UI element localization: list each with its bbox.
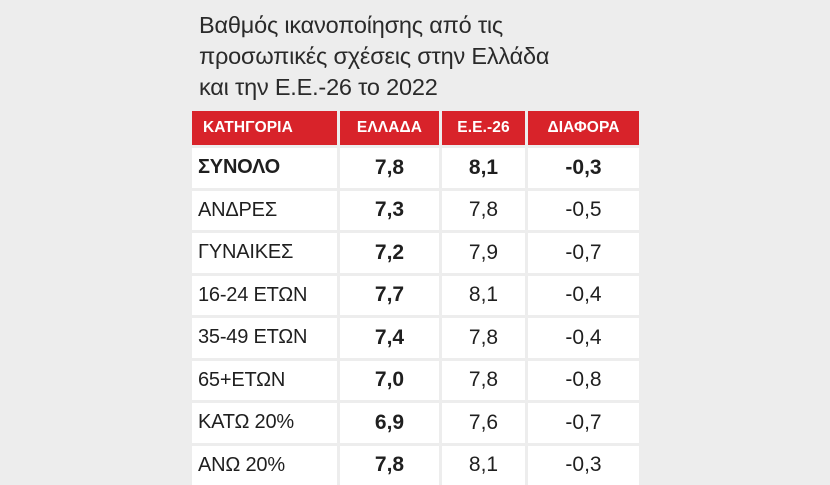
row-eu26-value: 7,9 — [442, 230, 528, 273]
header-difference: ΔΙΑΦΟΡΑ — [528, 111, 639, 145]
row-category: ΣΥΝΟΛΟ — [192, 145, 340, 188]
row-difference-value: -0,7 — [528, 230, 639, 273]
row-eu26-value: 8,1 — [442, 145, 528, 188]
row-eu26-value: 7,8 — [442, 188, 528, 231]
row-difference-value: -0,7 — [528, 400, 639, 443]
table-row: ΑΝΔΡΕΣ 7,3 7,8 -0,5 — [192, 188, 639, 231]
row-category: 65+ΕΤΩΝ — [192, 358, 340, 401]
row-greece-value: 7,8 — [340, 443, 442, 485]
table-row: 35-49 ΕΤΩΝ 7,4 7,8 -0,4 — [192, 315, 639, 358]
row-category: 35-49 ΕΤΩΝ — [192, 315, 340, 358]
table-row: 65+ΕΤΩΝ 7,0 7,8 -0,8 — [192, 358, 639, 401]
row-greece-value: 7,2 — [340, 230, 442, 273]
table-row-total: ΣΥΝΟΛΟ 7,8 8,1 -0,3 — [192, 145, 639, 188]
row-greece-value: 7,3 — [340, 188, 442, 231]
table-row: ΓΥΝΑΙΚΕΣ 7,2 7,9 -0,7 — [192, 230, 639, 273]
row-greece-value: 7,8 — [340, 145, 442, 188]
row-difference-value: -0,3 — [528, 145, 639, 188]
title-line-1: Βαθμός ικανοποίησης από τις — [199, 10, 639, 41]
satisfaction-table-panel: Βαθμός ικανοποίησης από τις προσωπικές σ… — [192, 0, 639, 468]
page-title: Βαθμός ικανοποίησης από τις προσωπικές σ… — [199, 10, 639, 103]
row-greece-value: 7,4 — [340, 315, 442, 358]
table-row: ΚΑΤΩ 20% 6,9 7,6 -0,7 — [192, 400, 639, 443]
header-category: ΚΑΤΗΓΟΡΙΑ — [192, 111, 340, 145]
row-difference-value: -0,3 — [528, 443, 639, 485]
row-eu26-value: 7,8 — [442, 358, 528, 401]
row-category: ΓΥΝΑΙΚΕΣ — [192, 230, 340, 273]
header-eu26: Ε.Ε.-26 — [442, 111, 528, 145]
row-eu26-value: 8,1 — [442, 273, 528, 316]
table-row: 16-24 ΕΤΩΝ 7,7 8,1 -0,4 — [192, 273, 639, 316]
row-eu26-value: 7,8 — [442, 315, 528, 358]
row-greece-value: 6,9 — [340, 400, 442, 443]
row-category: ΑΝΔΡΕΣ — [192, 188, 340, 231]
row-difference-value: -0,8 — [528, 358, 639, 401]
row-difference-value: -0,5 — [528, 188, 639, 231]
title-line-2: προσωπικές σχέσεις στην Ελλάδα — [199, 41, 639, 72]
row-category: ΑΝΩ 20% — [192, 443, 340, 485]
satisfaction-table: ΚΑΤΗΓΟΡΙΑ ΕΛΛΑΔΑ Ε.Ε.-26 ΔΙΑΦΟΡΑ ΣΥΝΟΛΟ … — [192, 111, 639, 485]
table-header-row: ΚΑΤΗΓΟΡΙΑ ΕΛΛΑΔΑ Ε.Ε.-26 ΔΙΑΦΟΡΑ — [192, 111, 639, 145]
row-greece-value: 7,7 — [340, 273, 442, 316]
row-category: 16-24 ΕΤΩΝ — [192, 273, 340, 316]
row-category: ΚΑΤΩ 20% — [192, 400, 340, 443]
title-line-3: και την Ε.Ε.-26 το 2022 — [199, 72, 639, 103]
header-greece: ΕΛΛΑΔΑ — [340, 111, 442, 145]
row-greece-value: 7,0 — [340, 358, 442, 401]
row-difference-value: -0,4 — [528, 315, 639, 358]
table-row: ΑΝΩ 20% 7,8 8,1 -0,3 — [192, 443, 639, 485]
row-eu26-value: 7,6 — [442, 400, 528, 443]
row-eu26-value: 8,1 — [442, 443, 528, 485]
row-difference-value: -0,4 — [528, 273, 639, 316]
